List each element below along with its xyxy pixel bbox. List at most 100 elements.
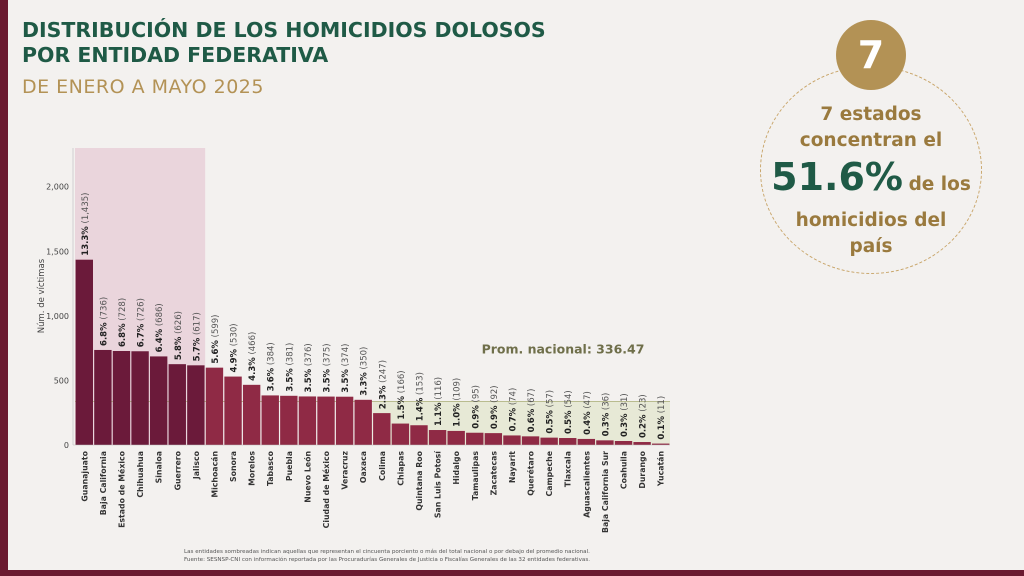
callout-big-value: 51.6% (771, 155, 903, 199)
bar (75, 259, 93, 445)
bar (503, 435, 521, 445)
category-label: Campeche (545, 451, 554, 496)
chart-axis-layer: 0 500 1,000 1,500 2,000 Núm. de víctimas (37, 148, 670, 450)
bar (521, 436, 540, 445)
bar-value-label: 3.5% (374) (341, 344, 351, 393)
bar (559, 438, 577, 445)
y-tick-label: 500 (54, 376, 69, 385)
bar (298, 396, 317, 445)
bar (428, 430, 447, 445)
category-label: Morelos (248, 451, 257, 486)
callout-line-1: 7 estados (820, 104, 922, 125)
bar-value-label: 3.5% (381) (285, 343, 295, 392)
bar (149, 356, 168, 445)
y-tick-label: 2,000 (46, 183, 69, 192)
bar (317, 396, 335, 445)
bar-value-label: 0.9% (92) (490, 385, 500, 429)
bar (112, 350, 131, 445)
category-label: Puebla (285, 451, 294, 481)
y-tick-label: 0 (64, 441, 69, 450)
bar-value-label: 0.3% (31) (620, 393, 630, 437)
bar (187, 365, 205, 445)
footnote-line-1: Las entidades sombreadas indican aquella… (184, 549, 590, 555)
category-label: Tlaxcala (564, 451, 573, 487)
left-accent-strip (0, 0, 8, 576)
chart-bars-layer (75, 259, 670, 445)
bar-value-label: 5.6% (599) (211, 315, 221, 364)
category-label: Tamaulipas (471, 451, 480, 501)
category-label: Veracruz (341, 451, 350, 490)
bar (577, 438, 596, 445)
bar (373, 413, 391, 445)
bar-value-label: 3.6% (384) (267, 342, 277, 391)
page-subtitle: DE ENERO A MAYO 2025 (22, 76, 264, 98)
bar-value-label: 6.8% (728) (118, 298, 128, 347)
callout-line-5: país (849, 236, 893, 257)
bar (447, 430, 465, 445)
bar-value-label: 0.5% (54) (564, 390, 574, 434)
y-tick-label: 1,000 (46, 312, 69, 321)
bar (94, 349, 112, 445)
category-label: Nayarit (508, 451, 517, 483)
callout-big-row: 51.6% de los (760, 154, 982, 208)
bar-value-label: 0.9% (95) (471, 385, 481, 429)
title-line-1: DISTRIBUCIÓN DE LOS HOMICIDIOS DOLOSOS (22, 18, 546, 42)
bar-value-label: 0.6% (67) (527, 389, 537, 433)
category-label: Coahuila (620, 451, 629, 489)
bar-value-label: 1.0% (109) (453, 378, 463, 427)
bar-value-label: 5.8% (626) (174, 311, 184, 360)
category-label: Chiapas (396, 451, 405, 486)
category-label: Sonora (229, 451, 238, 482)
category-label: Baja California Sur (601, 451, 610, 533)
category-label: Hidalgo (452, 450, 461, 484)
callout-text: 7 estados concentran el 51.6% de los hom… (760, 102, 982, 260)
callout-line-2: concentran el (799, 130, 943, 151)
bar-value-label: 4.3% (466) (248, 332, 258, 381)
page-title: DISTRIBUCIÓN DE LOS HOMICIDIOS DOLOSOS P… (22, 18, 546, 68)
category-label: Chihuahua (136, 451, 145, 498)
bar (242, 384, 261, 445)
bar (540, 437, 558, 445)
bar (466, 432, 484, 445)
bar (410, 425, 428, 445)
category-label: Querétaro (527, 450, 536, 495)
bar-value-label: 5.7% (617) (192, 312, 202, 361)
bar-value-label: 0.3% (36) (601, 393, 611, 437)
bar-value-label: 3.5% (376) (304, 343, 314, 392)
category-label: San Luis Potosí (434, 450, 443, 518)
bar-value-label: 0.4% (47) (583, 391, 593, 435)
bar-value-label: 0.7% (74) (508, 388, 518, 432)
bar (354, 399, 372, 445)
bar-value-label: 6.4% (686) (155, 303, 165, 352)
category-label: Zacatecas (489, 451, 498, 496)
bar-value-label: 1.5% (166) (397, 370, 407, 419)
average-label: Prom. nacional: 336.47 (482, 342, 645, 357)
bar (261, 395, 279, 445)
category-label: Oaxaca (359, 451, 368, 483)
bar-value-label: 0.2% (23) (639, 394, 649, 438)
bar (652, 443, 670, 445)
bar (484, 433, 503, 445)
bar-value-label: 3.3% (350) (360, 347, 370, 396)
bar-value-label: 6.8% (736) (99, 297, 109, 346)
bar (205, 367, 224, 445)
title-line-2: POR ENTIDAD FEDERATIVA (22, 43, 329, 67)
bar (614, 440, 633, 445)
bar-value-label: 13.3% (1,435) (81, 193, 91, 256)
category-label: Yucatán (657, 451, 666, 487)
bar-value-label: 6.7% (726) (137, 298, 147, 347)
bar-value-label: 2.3% (247) (378, 360, 388, 409)
homicide-bar-chart: 0 500 1,000 1,500 2,000 Núm. de víctimas Prom… (37, 148, 670, 533)
callout-after-big: de los (908, 174, 971, 195)
bar-value-label: 1.4% (153) (415, 372, 425, 421)
bar (168, 364, 186, 445)
chart-labels-layer: Prom. nacional: 336.47 13.3% (1,435) Guana… (80, 193, 667, 533)
bar (224, 376, 242, 445)
bar (280, 395, 298, 445)
bar (391, 423, 410, 445)
category-label: Guanajuato (80, 450, 89, 501)
category-label: Sinaloa (155, 451, 164, 483)
category-label: Durango (638, 450, 647, 488)
category-label: Michoacán (210, 451, 219, 498)
category-label: Tabasco (266, 450, 275, 486)
